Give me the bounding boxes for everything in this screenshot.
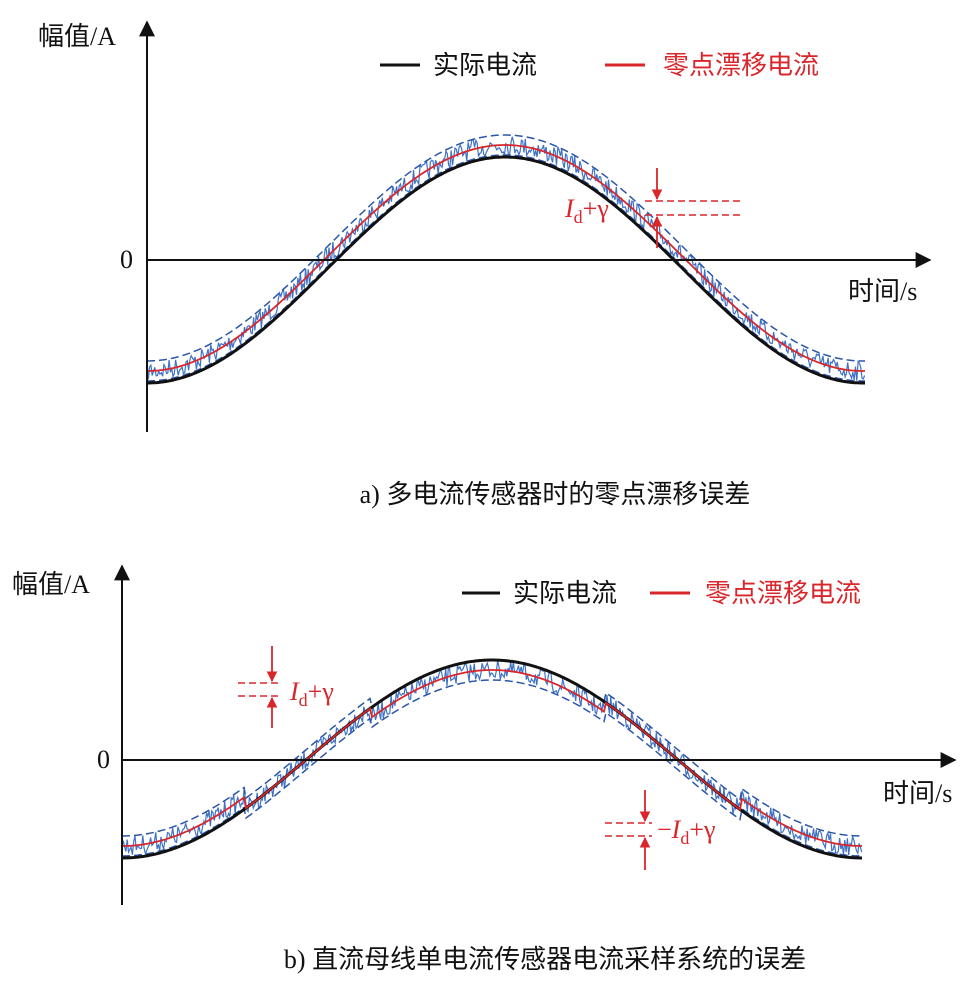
annotation: Id+γ xyxy=(564,194,609,227)
x-axis-label: 时间/s xyxy=(883,779,952,808)
noise-band xyxy=(146,136,866,381)
legend-label: 实际电流 xyxy=(433,51,537,80)
annotation: −Id+γ xyxy=(657,815,716,848)
legend-label: 零点漂移电流 xyxy=(663,51,819,80)
caption: b) 直流母线单电流传感器电流采样系统的误差 xyxy=(284,945,806,974)
annotation-part: +γ xyxy=(308,677,334,706)
zero-label: 0 xyxy=(97,745,110,774)
annotation-part: − xyxy=(657,815,672,844)
y-axis-label: 幅值/A xyxy=(12,570,90,599)
annotation-part: d xyxy=(680,828,689,848)
annotation-part: I xyxy=(289,677,300,706)
actual-current xyxy=(147,155,865,385)
annotation-part: I xyxy=(564,194,575,223)
annotation-part: d xyxy=(299,690,308,710)
noise-band xyxy=(121,660,863,856)
noise-envelope xyxy=(147,134,865,362)
caption: a) 多电流传感器时的零点漂移误差 xyxy=(360,480,751,509)
legend-label: 零点漂移电流 xyxy=(705,579,861,608)
annotation-part: +γ xyxy=(583,194,609,223)
zero-label: 0 xyxy=(120,245,133,274)
drift-current xyxy=(147,144,865,372)
annotation: Id+γ xyxy=(289,677,334,710)
drift-current xyxy=(122,669,862,847)
noise-envelope xyxy=(147,154,865,382)
noise-envelope xyxy=(122,679,862,857)
annotation-part: I xyxy=(671,815,682,844)
annotation-part: +γ xyxy=(689,815,715,844)
legend-label: 实际电流 xyxy=(513,579,617,608)
y-axis-label: 幅值/A xyxy=(38,22,116,51)
x-axis-label: 时间/s xyxy=(848,277,917,306)
curves xyxy=(121,134,866,860)
annotation-part: d xyxy=(574,207,583,227)
